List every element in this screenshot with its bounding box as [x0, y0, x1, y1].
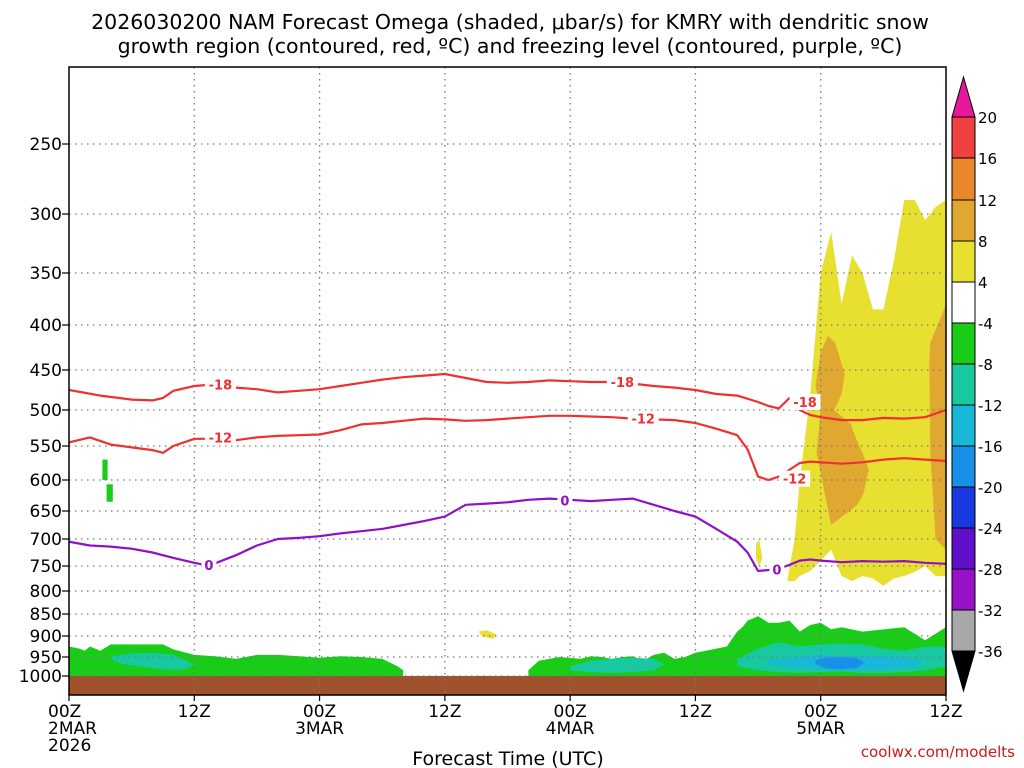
omega-shading-layer [69, 200, 946, 676]
x-tick-label: 00Z [48, 702, 81, 722]
contour-label-bg [606, 374, 638, 390]
chart-title-line-1: 2026030200 NAM Forecast Omega (shaded, μ… [91, 10, 929, 34]
y-tick-label: 750 [30, 557, 62, 577]
x-tick-label: 00Z [554, 702, 587, 722]
x-tick-label: 00Z [804, 702, 837, 722]
contour-label: -12 [631, 413, 655, 428]
y-tick-label: 650 [30, 502, 62, 522]
y-tick-label: 500 [30, 401, 62, 421]
x-tick-label: 4MAR [546, 719, 595, 739]
x-tick-label: 12Z [178, 702, 211, 722]
shaded-region-descent-speck-1 [102, 459, 108, 480]
shaded-region-ascent-core-8-12 [815, 335, 869, 525]
y-tick-label: 550 [30, 437, 62, 457]
colorbar-label: 4 [978, 274, 988, 292]
colorbar-label: 12 [978, 192, 997, 210]
y-tick-label: 700 [30, 530, 62, 550]
colorbar-label: -32 [978, 602, 1003, 620]
colorbar-label: -16 [978, 438, 1003, 456]
shaded-region-ascent-sliver [756, 539, 763, 567]
y-tick-label: 300 [30, 205, 62, 225]
colorbar-label: -20 [978, 479, 1003, 497]
colorbar-label: -24 [978, 520, 1003, 538]
colorbar-label: -12 [978, 397, 1003, 415]
x-axis-label: Forecast Time (UTC) [412, 748, 603, 768]
plot-frame [68, 66, 947, 696]
contour-label: -18 [793, 396, 817, 411]
colorbar-box [951, 404, 976, 447]
colorbar-box [951, 486, 976, 529]
contour-label-layer: -18 -18 -18 -12 -12 -12 0 0 0 [201, 374, 821, 579]
y-tick-label: 1000 [19, 667, 62, 687]
x-tick-label: 12Z [929, 702, 962, 722]
colorbar-box [951, 609, 976, 652]
colorbar-label: -4 [978, 315, 993, 333]
y-tick-label: 450 [30, 361, 62, 381]
contour-label: 0 [204, 559, 213, 574]
watermark: coolwx.com/modelts [861, 743, 1015, 761]
colorbar: 20 16 12 8 4 -4 -8 -12 -16 -20 -24 -28 -32 -36 [951, 75, 1003, 693]
y-tick-label: 800 [30, 582, 62, 602]
contour-label: -12 [209, 431, 233, 446]
colorbar-label: -36 [978, 643, 1003, 661]
terrain-layer [69, 676, 946, 695]
y-tick-label: 950 [30, 648, 62, 668]
contour-label-bg [204, 429, 236, 446]
x-tick-label: 00Z [303, 702, 336, 722]
x-tick-label: 3MAR [295, 719, 344, 739]
shaded-region-descent-mid-west [110, 652, 195, 670]
colorbar-box [951, 157, 976, 201]
x-tick-label: 12Z [428, 702, 461, 722]
x-tick-label: 2MAR [48, 719, 97, 739]
shaded-region-descent-strongest-east [815, 657, 865, 670]
chart-title-line-2: growth region (contoured, red, ºC) and f… [118, 34, 903, 58]
colorbar-box [951, 445, 976, 488]
colorbar-box [951, 199, 976, 242]
shaded-region-descent-speck-2 [106, 484, 113, 502]
colorbar-bottom-arrow [951, 650, 976, 693]
contour-label: 0 [560, 494, 569, 509]
colorbar-box [951, 116, 976, 159]
shaded-region-ascent-speck [478, 630, 498, 639]
shaded-region-ascent-core-east-8-12 [929, 304, 946, 550]
colorbar-label: 8 [978, 233, 988, 251]
y-tick-label: 850 [30, 605, 62, 625]
x-tick-label: 12Z [679, 702, 712, 722]
contour-label-bg [201, 556, 217, 573]
x-tick-label: 2026 [48, 736, 91, 756]
colorbar-box [951, 240, 976, 283]
shaded-region-descent-mid-center [570, 657, 665, 673]
colorbar-box [951, 363, 976, 406]
colorbar-label: -8 [978, 356, 993, 374]
y-tick-label: 600 [30, 471, 62, 491]
colorbar-label: 20 [978, 109, 997, 127]
colorbar-label: -28 [978, 561, 1003, 579]
contour-label-bg [627, 410, 659, 427]
contour-label-bg [204, 376, 236, 393]
contour-label-bg [557, 492, 573, 509]
contour-label-bg [769, 561, 785, 578]
grid-layer [69, 67, 946, 695]
y-tick-label: 900 [30, 627, 62, 647]
colorbar-label: 16 [978, 150, 997, 168]
x-tick-label: 5MAR [796, 719, 845, 739]
contour-label-bg [779, 470, 811, 487]
colorbar-box [951, 281, 976, 324]
colorbar-top-arrow [951, 75, 976, 118]
y-tick-label: 250 [30, 135, 62, 155]
contour-label-bg [789, 394, 821, 410]
colorbar-box [951, 322, 976, 365]
y-tick-label: 400 [30, 316, 62, 336]
contour-label: 0 [772, 564, 781, 579]
contour-label: -18 [611, 376, 635, 391]
contour-label: -12 [783, 473, 807, 488]
colorbar-box [951, 527, 976, 570]
y-tick-label: 350 [30, 264, 62, 284]
y-axis-ticks: 2503003504004505005506006507007508008509… [19, 135, 69, 687]
colorbar-box [951, 568, 976, 611]
terrain-band [69, 676, 946, 695]
contour-label: -18 [209, 378, 233, 393]
